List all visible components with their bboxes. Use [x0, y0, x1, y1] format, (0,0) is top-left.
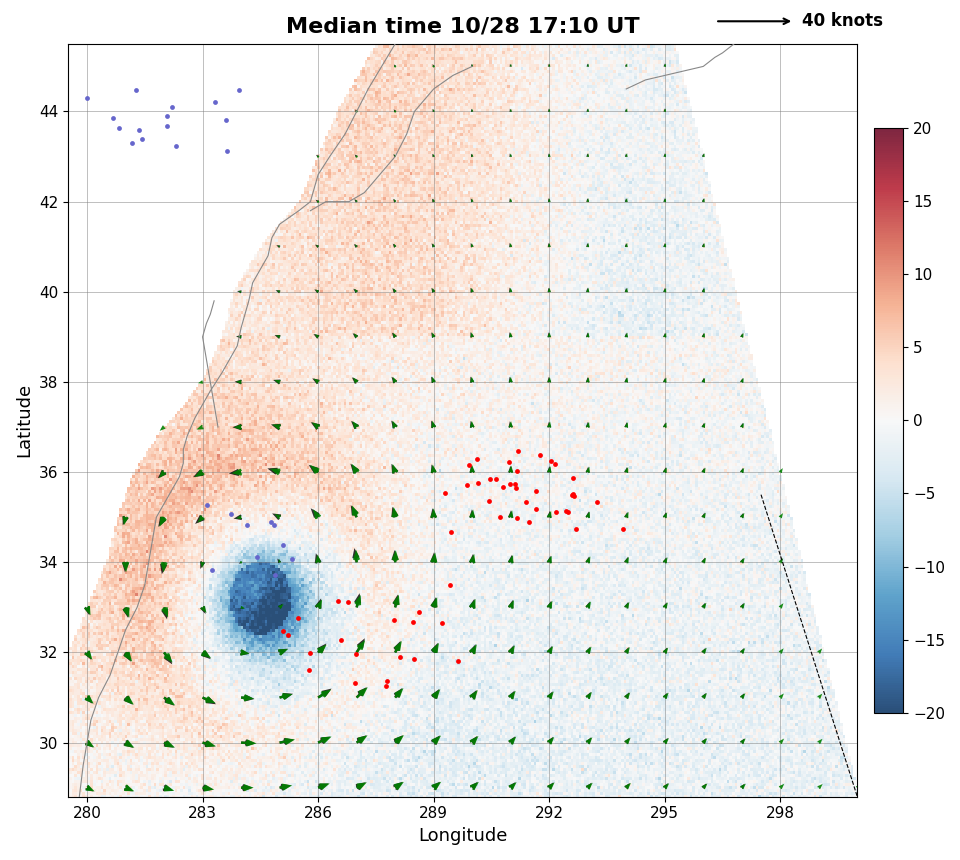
Point [378, 679, 394, 692]
Point [224, 507, 239, 521]
Y-axis label: Latitude: Latitude [15, 384, 33, 458]
Point [483, 472, 498, 486]
Point [568, 522, 584, 536]
Point [461, 458, 476, 472]
Point [204, 563, 219, 577]
Text: 40 knots: 40 knots [802, 12, 883, 30]
Point [518, 495, 534, 509]
Point [200, 498, 215, 512]
Point [268, 568, 283, 581]
Point [589, 495, 605, 509]
Point [106, 112, 121, 126]
Point [111, 120, 127, 134]
Point [302, 646, 318, 660]
Point [438, 486, 453, 500]
Point [566, 489, 582, 503]
Point [564, 488, 580, 501]
Point [528, 483, 543, 497]
Point [508, 476, 523, 490]
Point [169, 138, 184, 152]
Point [263, 515, 278, 529]
Point [231, 83, 247, 97]
Point [411, 605, 426, 618]
Point [207, 95, 223, 109]
Point [280, 629, 296, 642]
Point [489, 472, 504, 486]
Point [565, 487, 581, 501]
Point [393, 650, 408, 664]
Point [159, 109, 175, 123]
Point [470, 476, 486, 490]
Point [547, 457, 563, 470]
Point [348, 648, 364, 661]
Point [521, 515, 537, 529]
Point [250, 550, 265, 564]
Point [565, 471, 581, 485]
Point [128, 83, 143, 97]
Point [511, 444, 526, 458]
Point [290, 611, 305, 625]
Point [386, 612, 401, 626]
Point [379, 673, 395, 687]
Point [218, 113, 233, 126]
Point [532, 448, 547, 462]
Point [347, 676, 362, 690]
Point [548, 506, 564, 519]
Point [503, 477, 518, 491]
Point [481, 494, 496, 508]
Point [510, 464, 525, 478]
Point [501, 455, 516, 469]
Point [301, 664, 317, 678]
Point [164, 101, 180, 114]
Point [444, 525, 459, 539]
Point [558, 504, 573, 518]
Point [509, 511, 524, 525]
Point [450, 654, 466, 668]
Title: Median time 10/28 17:10 UT: Median time 10/28 17:10 UT [286, 16, 639, 37]
Point [543, 454, 559, 468]
Point [266, 518, 281, 531]
Point [434, 616, 449, 630]
Point [80, 91, 95, 105]
Point [406, 652, 421, 666]
Point [333, 633, 348, 647]
Point [469, 452, 485, 466]
Point [132, 123, 147, 137]
Point [443, 579, 458, 593]
Point [275, 624, 290, 637]
Point [614, 523, 630, 537]
Point [341, 595, 356, 609]
Point [284, 552, 300, 566]
X-axis label: Longitude: Longitude [418, 827, 507, 845]
Point [219, 144, 234, 158]
Point [495, 480, 511, 494]
Point [508, 482, 523, 495]
Point [239, 518, 254, 531]
Point [134, 132, 150, 146]
Point [528, 502, 543, 516]
Point [125, 136, 140, 150]
Point [405, 616, 420, 630]
Point [492, 510, 508, 524]
Point [560, 505, 575, 519]
Point [330, 594, 346, 608]
Point [460, 478, 475, 492]
Point [159, 120, 175, 133]
Point [276, 538, 291, 552]
